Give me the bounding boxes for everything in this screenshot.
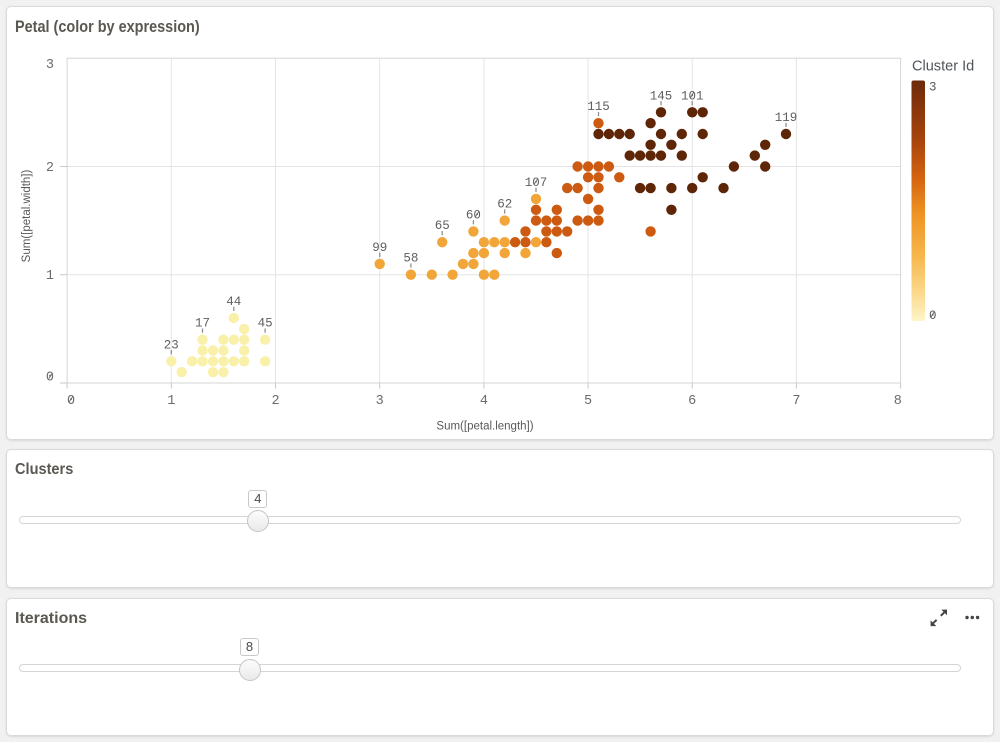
svg-text:119: 119: [775, 111, 798, 125]
svg-text:44: 44: [226, 295, 241, 309]
svg-text:0: 0: [929, 309, 937, 323]
svg-text:1: 1: [46, 269, 54, 284]
svg-text:3: 3: [46, 58, 54, 73]
svg-text:3: 3: [376, 394, 384, 409]
svg-text:17: 17: [195, 317, 210, 331]
svg-text:2: 2: [46, 161, 54, 176]
svg-text:99: 99: [372, 241, 387, 255]
svg-text:58: 58: [403, 252, 418, 266]
svg-text:0: 0: [46, 371, 54, 386]
svg-text:45: 45: [258, 317, 273, 331]
svg-text:Cluster Id: Cluster Id: [912, 58, 974, 74]
svg-text:1: 1: [167, 394, 175, 409]
svg-text:62: 62: [497, 198, 512, 212]
svg-text:3: 3: [929, 80, 937, 94]
svg-text:101: 101: [681, 89, 704, 103]
svg-text:2: 2: [271, 394, 279, 409]
svg-text:107: 107: [525, 176, 548, 190]
svg-text:7: 7: [792, 394, 800, 409]
svg-text:115: 115: [587, 100, 610, 114]
svg-text:Sum([petal.width]): Sum([petal.width]): [21, 169, 33, 262]
svg-text:4: 4: [480, 394, 488, 409]
svg-text:8: 8: [894, 394, 902, 409]
svg-text:60: 60: [466, 208, 481, 222]
svg-text:65: 65: [435, 219, 450, 233]
svg-text:5: 5: [584, 394, 592, 409]
svg-text:Sum([petal.length]): Sum([petal.length]): [436, 421, 533, 433]
svg-text:145: 145: [650, 89, 673, 103]
svg-text:23: 23: [164, 338, 179, 352]
svg-text:0: 0: [67, 394, 75, 409]
svg-text:6: 6: [688, 394, 696, 409]
